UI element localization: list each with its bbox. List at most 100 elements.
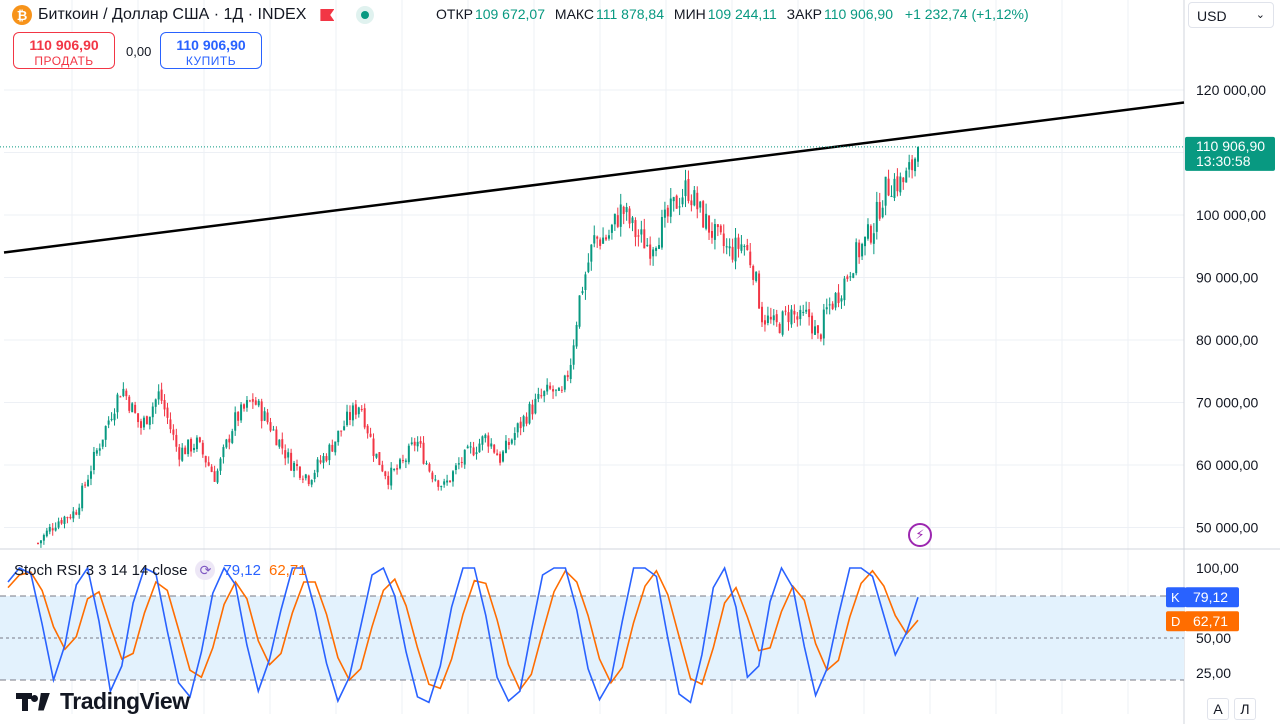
- candle-body: [584, 274, 587, 291]
- candle-body: [649, 244, 652, 259]
- lightning-icon[interactable]: ⚡: [908, 523, 932, 547]
- candle-body: [554, 389, 557, 391]
- flag-icon[interactable]: [320, 9, 335, 21]
- buy-label: КУПИТЬ: [185, 54, 237, 68]
- symbol-header[interactable]: ₿ Биткоин / Доллар США · 1Д · INDEX: [12, 4, 375, 26]
- candle-body: [257, 400, 260, 406]
- oscillator-series-k: [7, 565, 919, 704]
- candle-body: [522, 416, 525, 427]
- candle-body: [222, 447, 225, 458]
- candle-body: [266, 412, 269, 423]
- auto-scale-button[interactable]: A: [1207, 698, 1229, 720]
- candles: [37, 146, 919, 548]
- buy-button[interactable]: 110 906,90 КУПИТЬ: [160, 32, 262, 69]
- tradingview-watermark[interactable]: TradingView: [16, 688, 190, 715]
- candle-body: [169, 419, 172, 430]
- candle-body: [761, 306, 764, 323]
- k-value: 79,12: [223, 561, 261, 579]
- candle-body: [566, 375, 569, 378]
- candle-body: [605, 237, 608, 240]
- price-tag-countdown: 13:30:58: [1196, 153, 1251, 169]
- low-value: 109 244,11: [707, 6, 777, 22]
- candle-body: [613, 213, 616, 225]
- currency-select[interactable]: USD ⌄: [1188, 2, 1274, 28]
- candle-body: [313, 472, 316, 479]
- candle-body: [813, 326, 816, 335]
- candle-body: [399, 459, 402, 469]
- candle-body: [737, 237, 740, 249]
- candle-body: [811, 315, 814, 334]
- candle-body: [192, 447, 195, 451]
- log-scale-button[interactable]: Л: [1234, 698, 1256, 720]
- candle-body: [681, 197, 684, 205]
- candle-body: [190, 439, 193, 452]
- candle-body: [702, 201, 705, 228]
- k-tag-bg: [1185, 587, 1239, 608]
- candle-body: [172, 429, 175, 435]
- candle-body: [151, 406, 154, 418]
- candle-body: [914, 158, 917, 172]
- candle-body: [137, 413, 140, 423]
- high-value: 111 878,84: [596, 6, 665, 22]
- symbol-title[interactable]: Биткоин / Доллар США · 1Д · INDEX: [38, 6, 307, 23]
- candle-body: [534, 398, 537, 414]
- candle-body: [687, 178, 690, 201]
- candle-body: [887, 178, 890, 196]
- candle-body: [705, 213, 708, 229]
- candle-body: [281, 439, 284, 449]
- candle-body: [672, 197, 675, 202]
- candle-body: [531, 404, 534, 415]
- candle-body: [596, 236, 599, 239]
- candle-body: [504, 440, 507, 453]
- refresh-icon[interactable]: ⟳: [195, 560, 216, 580]
- candle-body: [351, 405, 354, 421]
- candle-body: [375, 453, 378, 458]
- price-axis-label: 70 000,00: [1196, 395, 1258, 411]
- candle-body: [469, 446, 472, 448]
- candle-body: [713, 224, 716, 240]
- candle-body: [675, 195, 678, 209]
- candle-body: [519, 421, 522, 429]
- candle-body: [75, 512, 78, 515]
- oscillator-band: [0, 596, 1184, 680]
- candle-body: [625, 207, 628, 213]
- candle-body: [755, 272, 758, 282]
- candle-body: [602, 237, 605, 244]
- d-tag-value: 62,71: [1193, 613, 1228, 629]
- candle-body: [142, 417, 145, 428]
- candle-body: [122, 388, 125, 397]
- candle-body: [157, 391, 160, 400]
- candle-body: [228, 438, 231, 443]
- candle-body: [872, 233, 875, 244]
- candle-body: [260, 401, 263, 422]
- candle-body: [325, 456, 328, 461]
- oscillator-legend[interactable]: Stoch RSI 3 3 14 14 close ⟳ 79,12 62,71: [14, 560, 307, 580]
- candle-body: [563, 375, 566, 390]
- market-status-icon[interactable]: [356, 6, 375, 24]
- candle-body: [899, 176, 902, 193]
- candle-body: [166, 407, 169, 418]
- spread-value: 0,00: [126, 44, 152, 59]
- watermark-text: TradingView: [60, 688, 190, 714]
- candle-body: [734, 237, 737, 262]
- candle-body: [163, 400, 166, 410]
- trendline: [3, 101, 1185, 254]
- price-tag-value: 110 906,90: [1196, 138, 1265, 154]
- candle-body: [304, 474, 307, 479]
- price-axis-label: 120 000,00: [1196, 82, 1266, 98]
- candle-body: [331, 444, 334, 452]
- candle-body: [69, 516, 72, 519]
- chevron-down-icon: ⌄: [1255, 9, 1265, 21]
- candle-body: [354, 404, 357, 415]
- high-label: МАКС: [554, 6, 595, 22]
- candle-body: [293, 462, 296, 472]
- candle-body: [849, 276, 852, 278]
- candle-body: [234, 412, 237, 431]
- candle-body: [369, 433, 372, 437]
- oscillator-name[interactable]: Stoch RSI 3 3 14 14 close: [14, 561, 188, 579]
- sell-button[interactable]: 110 906,90 ПРОДАТЬ: [13, 32, 115, 69]
- candle-body: [652, 249, 655, 257]
- candle-body: [643, 229, 646, 249]
- candle-body: [749, 251, 752, 266]
